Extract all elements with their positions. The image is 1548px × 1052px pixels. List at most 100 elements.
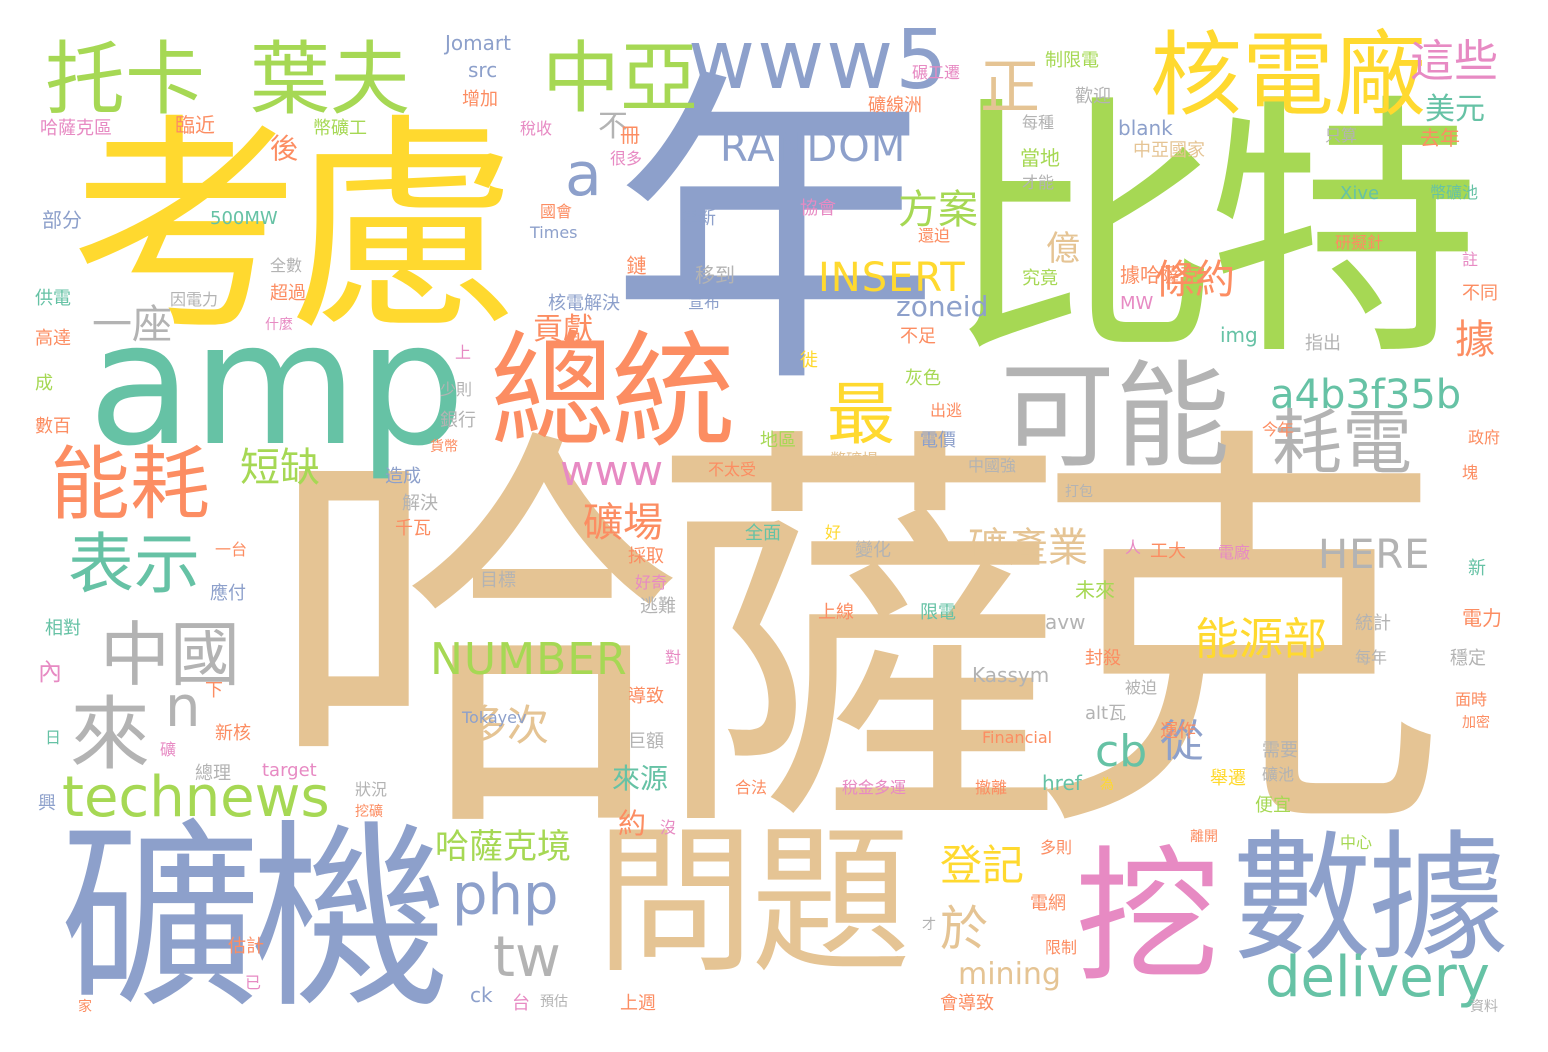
word-delivery: delivery — [1265, 945, 1490, 1010]
word-hou: 後 — [270, 132, 299, 165]
word-kuang: 礦 — [160, 740, 177, 759]
word-pianyi: 便宜 — [1255, 795, 1291, 816]
word-shubai: 數百 — [35, 416, 71, 437]
word-bite: 比特 — [945, 72, 1481, 392]
word-huise: 灰色 — [905, 368, 941, 389]
word-jomart: Jomart — [445, 31, 511, 55]
word-wa: 挖 — [1075, 833, 1220, 1002]
word-dianchang: 電廠 — [1218, 543, 1251, 562]
word-img: img — [1220, 323, 1258, 347]
word-meinian: 每年 — [1355, 648, 1388, 667]
word-lian: 鏈 — [623, 255, 647, 275]
word-diqu: 地區 — [760, 430, 796, 451]
word-jiujing: 究竟 — [1022, 268, 1058, 289]
word-yingfu: 應付 — [210, 583, 246, 604]
word-zhichu: 指出 — [1305, 333, 1341, 354]
word-bufen: 部分 — [42, 208, 82, 232]
word-zhongyaguojia: 中亞國家 — [1133, 140, 1205, 161]
word-laiyuan: 來源 — [612, 762, 669, 795]
word-hedianchang: 核電廠 — [1150, 22, 1427, 129]
word-chaoguo: 超過 — [270, 283, 306, 304]
word-zhongguo: 中國 — [100, 614, 240, 696]
word-tokayev: Tokayev — [462, 708, 527, 727]
word-buzu: 不足 — [900, 326, 936, 347]
word-href: href — [1042, 771, 1082, 795]
word-shenme: 什麼 — [265, 317, 293, 333]
word-nengyuanbu: 能源部 — [1195, 614, 1327, 665]
word-bu: 不 — [598, 109, 628, 144]
word-mei: 沒 — [660, 818, 677, 837]
word-dui: 對 — [665, 648, 682, 667]
word-zhongguoqiang: 中國強 — [968, 456, 1017, 475]
word-hasakequ: 哈薩克區 — [40, 118, 112, 139]
word-mining: mining — [958, 957, 1061, 992]
word-yefu: 葉夫 — [250, 33, 410, 126]
word-hasakejing: 哈薩克境 — [435, 827, 571, 867]
word-bikuangchi: 幣礦池 — [1430, 183, 1479, 202]
word-yinhang: 銀行 — [440, 410, 476, 431]
word-xuanbu: 宣布 — [688, 293, 721, 312]
word-shuju: 數據 — [1232, 818, 1508, 981]
word-jiejue: 解決 — [402, 493, 438, 514]
word-hefa: 合法 — [735, 778, 768, 797]
word-xuyao: 需要 — [1262, 740, 1298, 761]
word-kuangchanye: 礦產業 — [968, 525, 1088, 571]
word-butong: 不同 — [1462, 283, 1498, 304]
word-gongda: 工大 — [1150, 541, 1186, 562]
word-shuijin: 稅金多運 — [842, 778, 907, 797]
word-ce: 冊 — [620, 123, 640, 147]
word-dabao: 打包 — [1065, 484, 1093, 500]
word-jinnian: 今年 — [1262, 420, 1295, 439]
word-guji: 估計 — [228, 936, 264, 957]
word-ck: ck — [470, 983, 493, 1007]
word-huidaozhi: 會導致 — [940, 993, 994, 1014]
word-zoneid: zoneid — [896, 290, 989, 323]
word-technews: technews — [62, 765, 330, 830]
word-mubiao: 目標 — [480, 570, 516, 591]
word-daozhi: 導致 — [628, 686, 664, 707]
word-www5: www5 — [688, 13, 950, 108]
word-juqian: 舉遷 — [1210, 768, 1246, 789]
word-gongdian: 供電 — [35, 288, 71, 309]
word-yunzuo: 運作 — [1160, 721, 1196, 742]
word-fengsha: 封殺 — [1085, 648, 1121, 669]
word-jue: 巨額 — [628, 731, 664, 752]
word-zhixiandian: 制限電 — [1045, 50, 1099, 71]
word-bikuanggong: 幣礦工 — [313, 118, 367, 139]
word-duoci: 多次 — [465, 701, 550, 750]
word-insert: INSERT — [818, 255, 966, 301]
word-wending: 穩定 — [1450, 648, 1486, 669]
word-caiqu: 採取 — [628, 546, 664, 567]
word-cb: cb — [1095, 726, 1148, 777]
word-bikuangchang: 幣礦場 — [830, 450, 879, 469]
word-hao: 好 — [825, 523, 842, 542]
word-zhu: 註 — [1462, 250, 1479, 269]
word-yi2: 已 — [245, 973, 262, 992]
word-huobi: 貨幣 — [430, 439, 458, 455]
word-xing: 興 — [38, 793, 56, 814]
word-chutao: 出逃 — [930, 401, 963, 420]
word-www: www — [560, 446, 664, 495]
word-zhexie: 這些 — [1410, 36, 1498, 87]
word-zhisuan: 只算 — [1325, 126, 1358, 145]
word-here: HERE — [1318, 532, 1431, 578]
word-haodian: 耗電 — [1272, 402, 1412, 484]
word-meiyuan: 美元 — [1425, 92, 1485, 127]
word-yugu: 預估 — [540, 994, 568, 1010]
word-zengjia: 增加 — [462, 89, 498, 110]
word-zui: 最 — [827, 376, 896, 455]
word-yindianli: 因電力 — [170, 290, 219, 309]
word-a: a — [565, 140, 602, 210]
word-xin: 新 — [1468, 558, 1486, 579]
word-meizhong: 每種 — [1022, 113, 1055, 132]
word-shang: 上 — [455, 343, 472, 362]
word-altwa: alt瓦 — [1085, 703, 1127, 724]
word-huanying: 歡迎 — [1075, 86, 1111, 107]
word-cheng: 成 — [35, 373, 53, 394]
word-500mw: 500MW — [210, 208, 278, 229]
word-dianjia: 電價 — [920, 430, 956, 451]
word-miansh: 面時 — [1455, 690, 1488, 709]
word-hedianjiejue: 核電解決 — [548, 293, 620, 314]
word-number: NUMBER — [430, 634, 628, 685]
word-xinhe: 新核 — [215, 723, 251, 744]
